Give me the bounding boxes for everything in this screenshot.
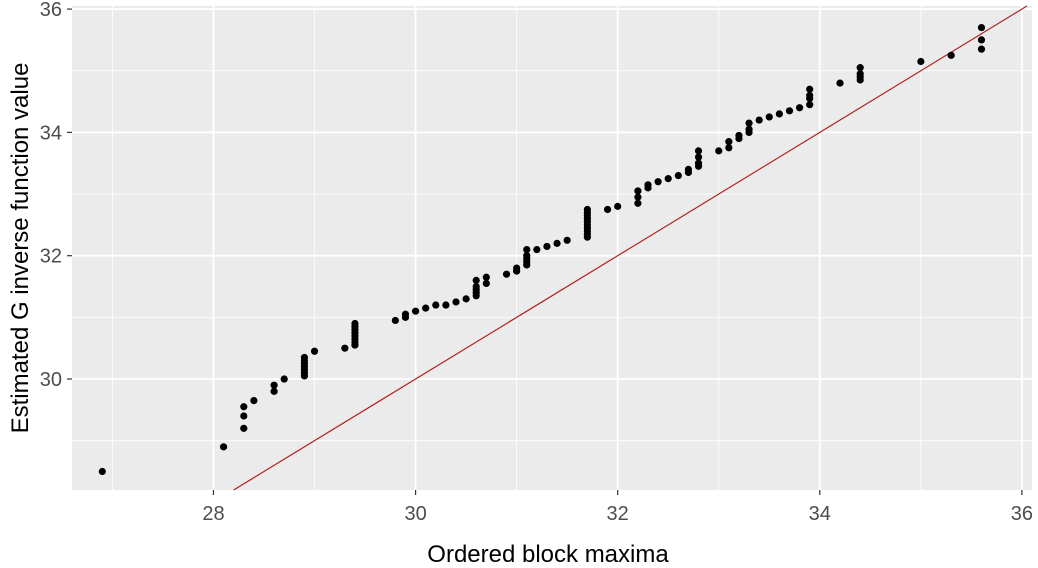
axis-ticks: 28 30 32 34 36 30 32 34 36 [40, 0, 1033, 525]
data-point [351, 319, 359, 328]
x-axis-title: Ordered block maxima [427, 541, 669, 568]
data-point [836, 79, 844, 87]
data-point [300, 353, 309, 362]
data-point [644, 181, 652, 189]
data-point [947, 51, 955, 59]
data-point [674, 171, 682, 180]
data-point [280, 375, 288, 383]
data-point [806, 101, 814, 109]
data-point [270, 381, 278, 389]
x-tick-label: 30 [404, 503, 426, 525]
data-point [341, 344, 349, 352]
data-point [482, 279, 490, 288]
data-point [735, 131, 743, 140]
y-tick-label: 34 [40, 122, 62, 144]
data-point [422, 304, 430, 312]
data-point [250, 396, 258, 405]
data-point [240, 424, 248, 432]
data-point [442, 301, 450, 309]
data-point [977, 36, 986, 44]
y-axis-title: Estimated G inverse function value [7, 63, 34, 434]
data-point [502, 270, 511, 278]
data-point [533, 245, 541, 254]
data-point [684, 165, 693, 173]
data-point [523, 252, 531, 260]
data-point [614, 202, 622, 210]
data-point [523, 245, 531, 254]
y-tick-label: 30 [40, 369, 62, 391]
reference-line [233, 5, 1028, 491]
data-point [725, 138, 733, 146]
data-point [795, 104, 804, 112]
data-point [977, 45, 986, 53]
data-point [240, 412, 248, 420]
data-point [563, 236, 571, 244]
data-point [482, 273, 490, 281]
data-point [806, 91, 814, 100]
x-tick-label: 32 [607, 503, 629, 525]
data-points [98, 23, 986, 476]
data-point [411, 307, 420, 315]
data-point [856, 70, 864, 78]
data-point [603, 205, 612, 214]
data-point [634, 193, 642, 201]
data-point [765, 113, 773, 121]
data-point [634, 187, 642, 195]
data-point [98, 467, 106, 476]
data-point [694, 153, 703, 161]
data-point [401, 310, 410, 318]
data-point [310, 347, 319, 355]
data-point [725, 144, 733, 152]
data-point [775, 110, 783, 118]
reference-line-layer [233, 5, 1028, 491]
data-point [553, 239, 561, 247]
data-point [755, 116, 763, 124]
data-point [745, 119, 753, 127]
data-point [806, 85, 814, 93]
data-point [715, 147, 723, 155]
grid-lines [72, 6, 1032, 490]
data-point [785, 107, 794, 115]
data-point [462, 295, 470, 303]
data-point [270, 387, 278, 395]
data-point [513, 264, 521, 272]
data-point [472, 276, 480, 284]
data-point [219, 443, 228, 451]
data-point [240, 403, 248, 411]
data-point [452, 298, 460, 306]
x-tick-label: 34 [809, 503, 831, 525]
data-point [856, 64, 864, 72]
data-point [977, 23, 986, 32]
data-point [745, 125, 753, 133]
x-tick-label: 36 [1011, 503, 1033, 525]
x-tick-label: 28 [202, 503, 224, 525]
data-point [391, 316, 399, 325]
y-tick-label: 36 [40, 0, 62, 21]
data-point [694, 159, 703, 167]
data-point [654, 178, 662, 186]
data-point [694, 147, 703, 155]
data-point [583, 205, 591, 214]
data-point [543, 242, 551, 251]
data-point [472, 282, 480, 291]
data-point [634, 199, 642, 207]
data-point [664, 175, 672, 183]
plot-panel [72, 6, 1032, 490]
y-tick-label: 32 [40, 246, 62, 268]
data-point [917, 57, 925, 66]
data-point [432, 301, 440, 309]
